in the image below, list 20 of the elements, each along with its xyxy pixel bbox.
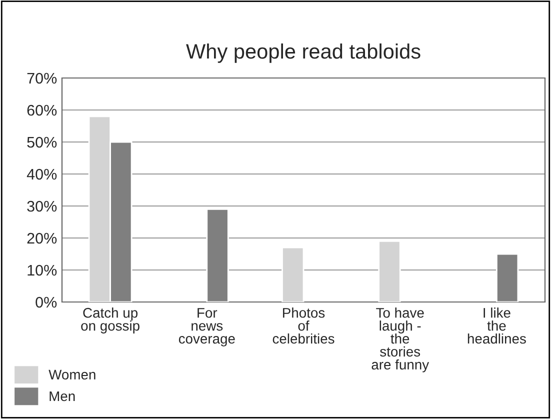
y-tick-label: 50% bbox=[27, 136, 57, 148]
y-tick-label: 10% bbox=[28, 264, 57, 276]
bar bbox=[378, 240, 401, 302]
x-tick-label: Photos of celebrities bbox=[272, 308, 334, 344]
legend-label: Women bbox=[48, 370, 96, 380]
y-tick-label: 40% bbox=[26, 168, 57, 180]
bar bbox=[496, 253, 519, 302]
x-tick-label: To have laugh - the stories are funny bbox=[372, 308, 430, 372]
y-tick-label: 30% bbox=[27, 200, 57, 212]
y-tick-label: 0% bbox=[36, 296, 57, 308]
x-tick-label: Catch up on gossip bbox=[81, 308, 140, 334]
y-tick-label: 20% bbox=[27, 232, 57, 244]
bar bbox=[206, 208, 229, 302]
chart-title: Why people read tabloids bbox=[186, 43, 420, 63]
x-tick-label: For news coverage bbox=[178, 308, 235, 346]
y-tick-label: 60% bbox=[27, 104, 57, 116]
y-tick-label: 70% bbox=[27, 72, 57, 84]
x-tick-label: I like the headlines bbox=[468, 308, 526, 344]
bar bbox=[282, 246, 304, 302]
legend-label: Men bbox=[50, 391, 75, 402]
